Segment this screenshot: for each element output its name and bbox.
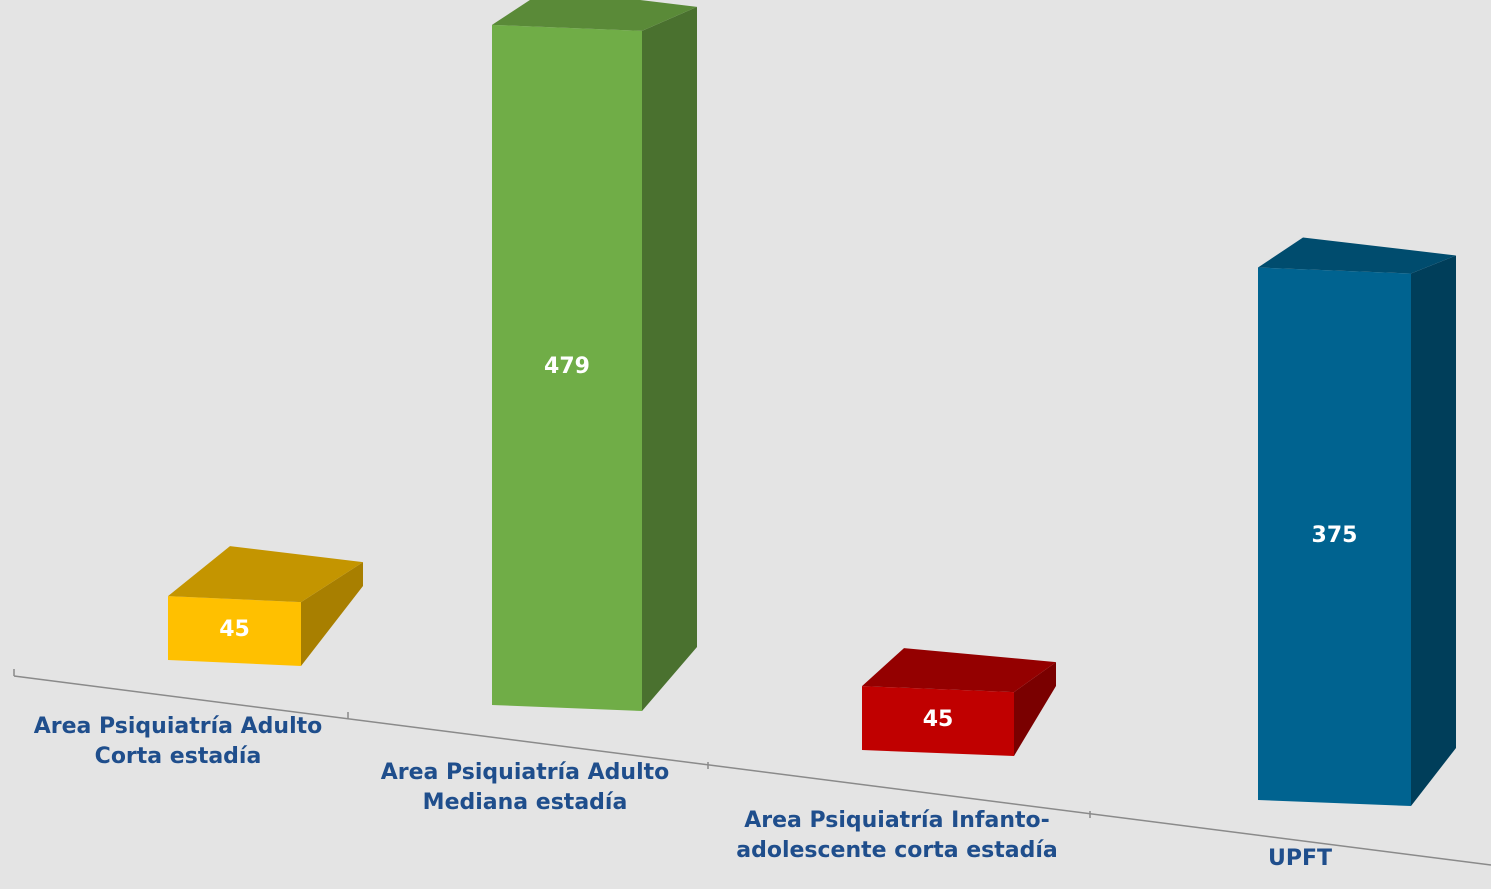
data-label: 45 [219, 617, 250, 642]
category-label-line: Area Psiquiatría Adulto [380, 760, 670, 785]
category-label-line: Corta estadía [94, 744, 262, 769]
bars [168, 0, 1456, 806]
data-label: 479 [544, 354, 590, 379]
x-axis [13, 669, 1491, 866]
bar-front [492, 24, 642, 711]
category-label-line: Area Psiquiatría Infanto- [744, 808, 1050, 833]
x-axis-line [13, 675, 1491, 866]
bar [862, 648, 1056, 756]
category-label: Area Psiquiatría Adulto Corta estadía [0, 712, 358, 772]
category-label: Area Psiquiatría Infanto-adolescente cor… [717, 806, 1077, 866]
bar-top [492, 0, 697, 31]
bar-side [301, 562, 363, 666]
category-label-line: UPFT [1267, 846, 1333, 871]
bar [1258, 237, 1456, 806]
category-label-line: Mediana estadía [422, 790, 628, 815]
bar-front [1258, 267, 1411, 806]
bar-top [862, 648, 1056, 693]
category-label-line: adolescente corta estadía [736, 838, 1058, 863]
bar [168, 546, 363, 666]
bar-top [168, 546, 363, 603]
bar-side [642, 6, 697, 711]
bar-side [1014, 662, 1056, 756]
data-label: 375 [1312, 523, 1358, 548]
data-label: 45 [923, 707, 954, 732]
bar-top [1258, 237, 1456, 274]
bar [492, 0, 697, 711]
data-labels: 45 479 45 375 [219, 354, 1357, 732]
bar-side [1411, 255, 1456, 806]
bar-front [862, 686, 1014, 756]
bar-front [168, 596, 301, 666]
category-label: Area Psiquiatría Adulto Mediana estadía [345, 758, 705, 818]
category-label: UPFT [1120, 844, 1480, 874]
category-label-line: Area Psiquiatría Adulto [33, 714, 323, 739]
